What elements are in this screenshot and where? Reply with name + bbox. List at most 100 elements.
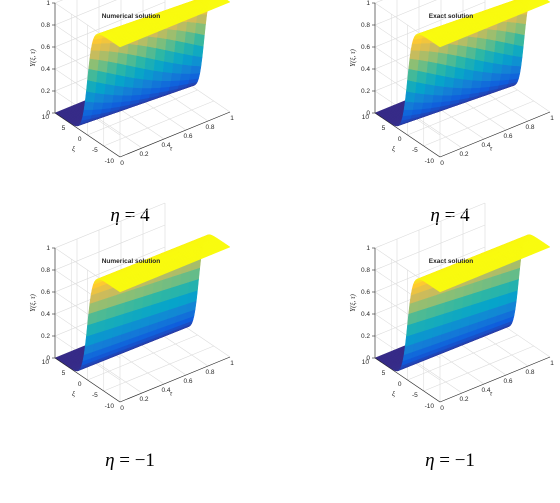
surface-patch xyxy=(506,22,516,33)
surface-patch xyxy=(185,31,195,44)
tau-tick-label: 0.8 xyxy=(205,124,214,131)
tau-tick-label: 0 xyxy=(440,160,444,167)
surface-patch xyxy=(90,50,100,60)
surface-patch xyxy=(475,48,485,61)
z-axis-label: Y(ξ, τ) xyxy=(349,294,357,312)
z-tick-label: 0.2 xyxy=(41,88,50,95)
surface-patch xyxy=(461,88,471,95)
z-tick-label: 0.8 xyxy=(361,22,370,29)
tau-tick-label: 0.8 xyxy=(525,124,534,131)
surface-patch xyxy=(424,94,434,102)
surface-patch xyxy=(493,52,503,65)
xi-tick-label: 10 xyxy=(42,114,50,121)
surface-patch xyxy=(406,80,416,93)
surface-patch xyxy=(145,57,155,70)
xi-tick-label: -5 xyxy=(92,147,98,154)
surface-patch xyxy=(180,73,190,80)
z-tick-label: 0.2 xyxy=(361,333,370,340)
surface-patch xyxy=(505,31,515,44)
surface-patch xyxy=(448,44,458,56)
surface-patch xyxy=(483,61,493,73)
surface-patch xyxy=(435,74,445,86)
tau-tick-label: 0.6 xyxy=(503,378,512,385)
z-tick-label: 0.4 xyxy=(361,66,370,73)
surface-patch xyxy=(124,76,134,87)
surface-patch xyxy=(132,88,142,96)
surface-patch xyxy=(163,61,173,73)
xi-tick-label: 10 xyxy=(362,359,370,366)
surface-patch xyxy=(96,82,106,94)
xi-tick-label: 10 xyxy=(42,359,50,366)
surface-patch xyxy=(491,73,501,81)
tau-tick-label: 0.2 xyxy=(139,396,148,403)
eta-value: 4 xyxy=(460,205,470,226)
z-tick-label: 0.2 xyxy=(41,333,50,340)
surface-patch xyxy=(97,71,107,84)
z-tick-label: 0.8 xyxy=(41,267,50,274)
surface-patch xyxy=(193,44,203,57)
surface-patch xyxy=(181,64,191,73)
xi-tick-label: 0 xyxy=(78,381,82,388)
surface-patch xyxy=(172,63,182,73)
surface-patch xyxy=(501,64,511,73)
surface-patch xyxy=(147,36,157,48)
xi-tick-label: 5 xyxy=(382,370,386,377)
surface-patch xyxy=(422,102,432,109)
surface-patch xyxy=(427,61,437,74)
surface-patch xyxy=(416,82,426,94)
surface-patch xyxy=(426,72,436,85)
surface-patch xyxy=(106,72,116,85)
xi-tick-label: 5 xyxy=(62,125,66,132)
surface-patch xyxy=(409,59,419,71)
eta-equals: = xyxy=(435,450,455,471)
surface-patch xyxy=(411,43,421,50)
surface-plot-3: Numerical solution00.20.40.60.811050-5-1… xyxy=(29,203,234,471)
tau-tick-label: 0.6 xyxy=(183,378,192,385)
xi-axis-label: ξ xyxy=(72,390,75,398)
eta-equals: = xyxy=(115,450,135,471)
surface-patch xyxy=(515,23,525,35)
surface-patch xyxy=(425,84,435,95)
tau-tick-label: 0 xyxy=(120,405,124,412)
xi-tick-label: -5 xyxy=(412,147,418,154)
surface-mesh xyxy=(375,235,550,371)
surface-patch xyxy=(86,80,96,93)
surface-patch xyxy=(94,93,104,103)
tau-tick-label: 0.2 xyxy=(139,151,148,158)
surface-patch xyxy=(443,87,453,96)
surface-patch xyxy=(466,46,476,59)
surface-patch xyxy=(88,69,98,82)
surface-patch xyxy=(503,54,513,66)
tau-tick-label: 1 xyxy=(230,115,234,122)
surface-patch xyxy=(133,78,143,88)
surface-patch xyxy=(194,33,204,46)
tau-tick-label: 0.6 xyxy=(183,133,192,140)
surface-patch xyxy=(167,29,177,40)
surface-patch xyxy=(420,43,430,51)
surface-patch xyxy=(500,73,510,80)
surface-patch xyxy=(509,73,519,79)
surface-patch xyxy=(504,42,514,55)
tau-tick-label: 0.8 xyxy=(205,369,214,376)
surface-patch xyxy=(192,56,202,67)
surface-patch xyxy=(136,55,146,68)
surface-patch xyxy=(485,39,495,52)
surface-patch xyxy=(473,70,483,80)
surface-patch xyxy=(196,14,206,24)
xi-axis-label: ξ xyxy=(72,145,75,153)
z-tick-label: 0.6 xyxy=(361,44,370,51)
surface-patch xyxy=(456,55,466,68)
surface-patch xyxy=(472,80,482,88)
surface-patch xyxy=(414,93,424,103)
eta-equals: = xyxy=(120,205,140,226)
surface-patch xyxy=(454,67,464,79)
surface-patch xyxy=(153,70,163,80)
surface-patch xyxy=(113,95,123,103)
xi-tick-label: 5 xyxy=(382,125,386,132)
surface-patch xyxy=(125,65,135,78)
surface-patch xyxy=(162,72,172,81)
